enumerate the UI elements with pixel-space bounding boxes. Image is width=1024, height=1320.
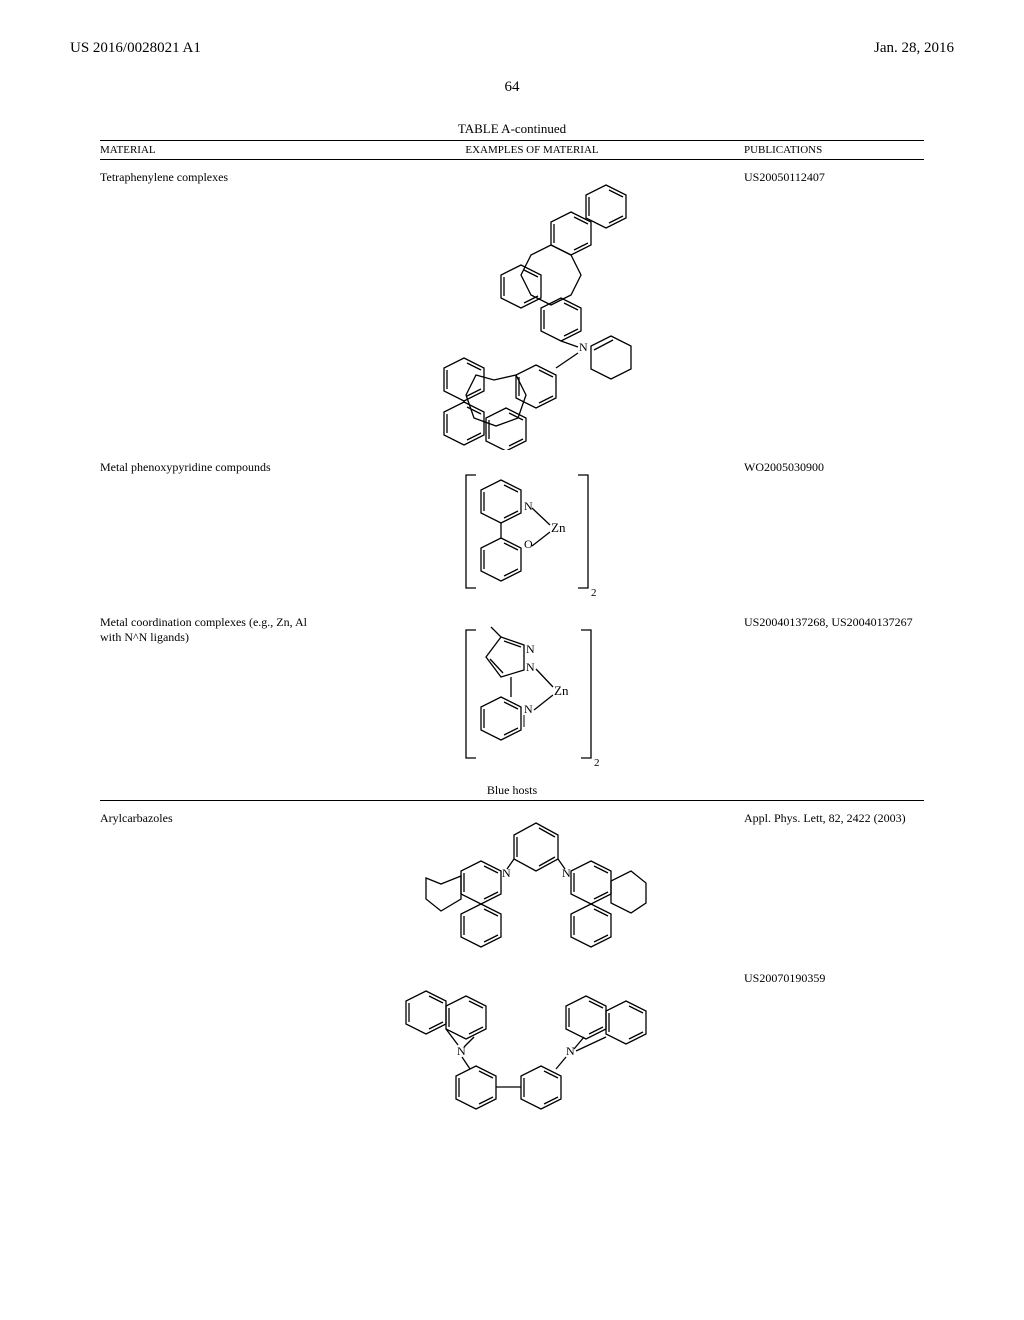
publication-label: US20050112407 bbox=[744, 170, 924, 185]
svg-text:2: 2 bbox=[591, 587, 597, 599]
structure-zn-phenoxypyridine: 2 N O Zn bbox=[446, 460, 626, 605]
material-label: Metal phenoxypyridine compounds bbox=[100, 460, 328, 475]
structure-cell: 2 N N N Zn bbox=[328, 615, 744, 775]
structure-cell: N N bbox=[328, 811, 744, 961]
page-number: 64 bbox=[0, 79, 1024, 96]
patent-number: US 2016/0028021 A1 bbox=[70, 40, 201, 57]
structure-arylcarbazole-2: N N bbox=[366, 971, 706, 1146]
svg-text:N: N bbox=[526, 642, 535, 656]
table-row: N N bbox=[100, 971, 924, 1146]
rule-under-head bbox=[100, 159, 924, 160]
svg-text:N: N bbox=[566, 1044, 575, 1058]
material-label: Metal coordination complexes (e.g., Zn, … bbox=[100, 615, 328, 645]
structure-cell: N N bbox=[328, 971, 744, 1146]
col-header-publications: PUBLICATIONS bbox=[744, 144, 924, 156]
svg-text:O: O bbox=[524, 537, 533, 551]
patent-date: Jan. 28, 2016 bbox=[874, 40, 954, 57]
structure-cell: N bbox=[328, 170, 744, 450]
structure-arylcarbazole-1: N N bbox=[386, 811, 686, 961]
svg-text:N: N bbox=[524, 499, 533, 513]
svg-text:N: N bbox=[502, 866, 511, 880]
page-header: US 2016/0028021 A1 Jan. 28, 2016 bbox=[0, 0, 1024, 57]
structure-tetraphenylene: N bbox=[406, 170, 666, 450]
table-row: Arylcarbazoles N N bbox=[100, 811, 924, 961]
subheading-blue-hosts: Blue hosts bbox=[100, 783, 924, 798]
col-header-example: EXAMPLES OF MATERIAL bbox=[320, 144, 744, 156]
material-label: Arylcarbazoles bbox=[100, 811, 328, 826]
table-title: TABLE A-continued bbox=[100, 121, 924, 137]
publication-label: WO2005030900 bbox=[744, 460, 924, 475]
svg-text:N: N bbox=[579, 340, 588, 354]
structure-cell: 2 N O Zn bbox=[328, 460, 744, 605]
table-row: Tetraphenylene complexes bbox=[100, 170, 924, 450]
table-row: Metal phenoxypyridine compounds 2 N O bbox=[100, 460, 924, 605]
svg-text:2: 2 bbox=[594, 757, 600, 769]
table-row: Metal coordination complexes (e.g., Zn, … bbox=[100, 615, 924, 775]
table-a: TABLE A-continued MATERIAL EXAMPLES OF M… bbox=[100, 121, 924, 1146]
publication-label: US20040137268, US20040137267 bbox=[744, 615, 924, 630]
svg-text:Zn: Zn bbox=[551, 520, 566, 535]
svg-text:N: N bbox=[526, 660, 535, 674]
table-header-row: MATERIAL EXAMPLES OF MATERIAL PUBLICATIO… bbox=[100, 141, 924, 159]
col-header-material: MATERIAL bbox=[100, 144, 320, 156]
svg-text:N: N bbox=[524, 702, 533, 716]
rule-subhead bbox=[100, 800, 924, 801]
svg-text:Zn: Zn bbox=[554, 683, 569, 698]
publication-label: US20070190359 bbox=[744, 971, 924, 986]
material-label: Tetraphenylene complexes bbox=[100, 170, 328, 185]
structure-zn-nn: 2 N N N Zn bbox=[446, 615, 626, 775]
publication-label: Appl. Phys. Lett, 82, 2422 (2003) bbox=[744, 811, 924, 826]
svg-text:N: N bbox=[562, 866, 571, 880]
